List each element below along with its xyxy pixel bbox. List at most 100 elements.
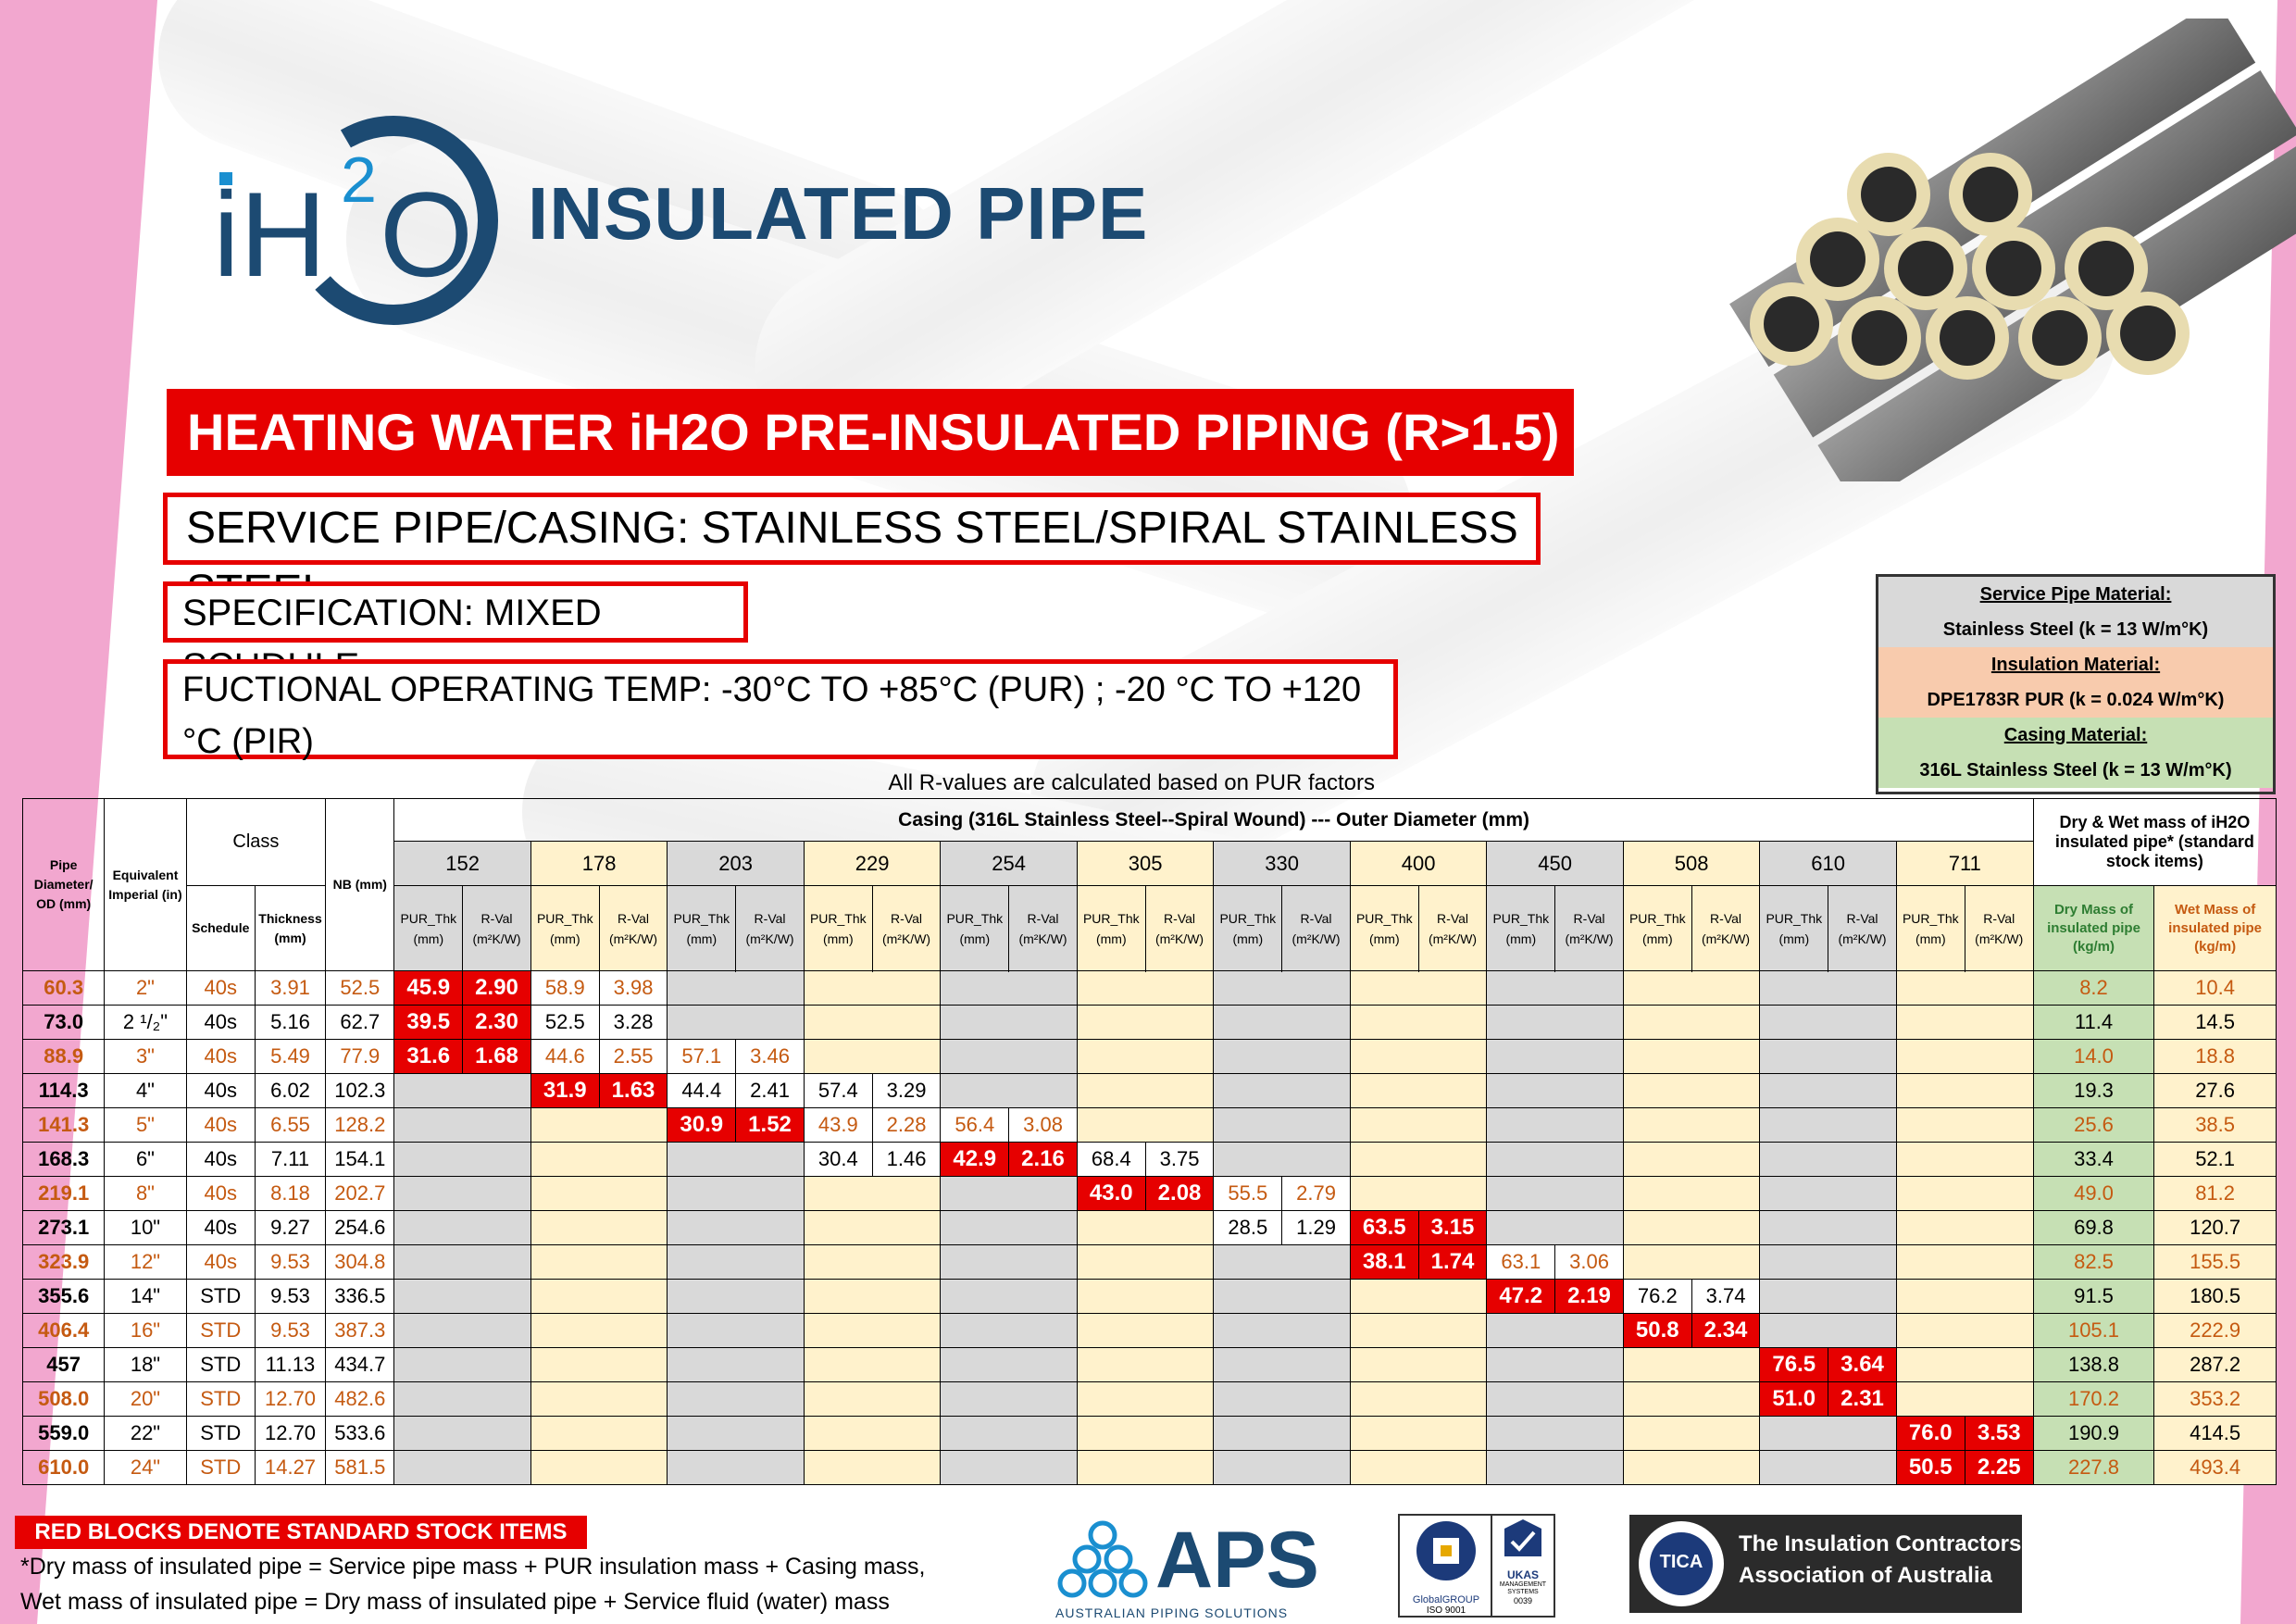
empty-cell xyxy=(1213,1381,1282,1417)
empty-cell xyxy=(1349,1279,1419,1314)
empty-cell xyxy=(462,1450,531,1485)
nb-cell: 202.7 xyxy=(325,1176,395,1211)
pur-thickness-header: PUR_Thk (mm) xyxy=(1213,885,1283,971)
empty-cell xyxy=(462,1416,531,1451)
empty-cell xyxy=(803,1176,873,1211)
empty-cell xyxy=(1895,1107,1965,1143)
empty-cell xyxy=(1008,1279,1078,1314)
pipe-od-cell: 559.0 xyxy=(21,1416,106,1451)
pur-thickness-header: PUR_Thk (mm) xyxy=(393,885,464,971)
r-value-header: R-Val (m²K/W) xyxy=(735,885,805,971)
table-row: 323.9 12" 40s 9.53 304.8 38.1 1.74 63.1 3.06 82.5… xyxy=(21,1244,2277,1280)
empty-cell xyxy=(393,1450,463,1485)
empty-cell xyxy=(667,1176,736,1211)
r-value-cell: 3.08 xyxy=(1008,1107,1078,1143)
dry-mass-cell: 170.2 xyxy=(2032,1381,2155,1417)
dry-mass-cell: 11.4 xyxy=(2032,1005,2155,1040)
empty-cell xyxy=(1759,1210,1828,1245)
empty-cell xyxy=(1895,1347,1965,1382)
nb-cell: 482.6 xyxy=(325,1381,395,1417)
casing-material-heading: Casing Material: xyxy=(1878,718,2273,753)
empty-cell xyxy=(667,1450,736,1485)
empty-cell xyxy=(940,1416,1009,1451)
wet-mass-note: Wet mass of insulated pipe = Dry mass of… xyxy=(20,1589,890,1615)
dry-mass-cell: 14.0 xyxy=(2032,1039,2155,1074)
empty-cell xyxy=(1213,1005,1282,1040)
empty-cell xyxy=(940,1347,1009,1382)
dry-mass-cell: 91.5 xyxy=(2032,1279,2155,1314)
pur-thickness-cell: 30.4 xyxy=(803,1142,873,1177)
thickness-cell: 12.70 xyxy=(254,1381,327,1417)
empty-cell xyxy=(530,1381,600,1417)
empty-cell xyxy=(1554,1381,1624,1417)
pipe-od-cell: 114.3 xyxy=(21,1073,106,1108)
empty-cell xyxy=(1691,1416,1761,1451)
ukas-subtitle: MANAGEMENT SYSTEMS xyxy=(1499,1581,1547,1595)
empty-cell xyxy=(393,1313,463,1348)
empty-cell xyxy=(530,1244,600,1280)
empty-cell xyxy=(1418,1073,1488,1108)
red-blocks-note: RED BLOCKS DENOTE STANDARD STOCK ITEMS xyxy=(15,1516,587,1549)
pipe-od-cell: 457 xyxy=(21,1347,106,1382)
nb-cell: 154.1 xyxy=(325,1142,395,1177)
empty-cell xyxy=(599,1381,668,1417)
empty-cell xyxy=(872,1244,942,1280)
empty-cell xyxy=(803,1244,873,1280)
table-row: 406.4 16" STD 9.53 387.3 50.8 2.34 105.1 222.9 xyxy=(21,1313,2277,1348)
r-value-cell: 2.34 xyxy=(1691,1313,1761,1348)
empty-cell xyxy=(1145,1107,1215,1143)
pipe-od-cell: 273.1 xyxy=(21,1210,106,1245)
empty-cell xyxy=(1145,1347,1215,1382)
dry-mass-cell: 25.6 xyxy=(2032,1107,2155,1143)
thickness-cell: 3.91 xyxy=(254,970,327,1006)
wet-mass-cell: 52.1 xyxy=(2153,1142,2277,1177)
table-row: 457 18" STD 11.13 434.7 76.5 3.64 138.8 287.2 xyxy=(21,1347,2277,1382)
empty-cell xyxy=(1828,1073,1897,1108)
empty-cell xyxy=(1213,1450,1282,1485)
empty-cell xyxy=(1076,1279,1146,1314)
specification-box: SPECIFICATION: MIXED SCHDULE xyxy=(163,581,748,687)
empty-cell xyxy=(1895,1073,1965,1108)
pur-thickness-cell: 43.9 xyxy=(803,1107,873,1143)
empty-cell xyxy=(462,1142,531,1177)
header-thickness: Thickness (mm) xyxy=(254,885,327,971)
service-material-heading: Service Pipe Material: xyxy=(1878,577,2273,612)
dry-mass-cell: 105.1 xyxy=(2032,1313,2155,1348)
pur-thickness-header: PUR_Thk (mm) xyxy=(1486,885,1556,971)
pur-thickness-cell: 55.5 xyxy=(1213,1176,1283,1211)
empty-cell xyxy=(1008,1176,1078,1211)
r-value-header: R-Val (m²K/W) xyxy=(1691,885,1761,971)
empty-cell xyxy=(1622,1450,1692,1485)
empty-cell xyxy=(1759,1416,1828,1451)
empty-cell xyxy=(1076,1416,1146,1451)
empty-cell xyxy=(1622,1005,1692,1040)
empty-cell xyxy=(940,1005,1009,1040)
empty-cell xyxy=(393,1142,463,1177)
empty-cell xyxy=(803,1416,873,1451)
pur-thickness-cell: 58.9 xyxy=(530,970,600,1006)
service-pipe-box: SERVICE PIPE/CASING: STAINLESS STEEL/SPI… xyxy=(163,493,1541,616)
empty-cell xyxy=(1759,1073,1828,1108)
empty-cell xyxy=(1486,1176,1555,1211)
wet-mass-cell: 27.6 xyxy=(2153,1073,2277,1108)
insulation-material-heading: Insulation Material: xyxy=(1878,647,2273,682)
r-value-cell: 2.08 xyxy=(1144,1176,1215,1211)
schedule-cell: 40s xyxy=(185,1107,256,1143)
pur-thickness-cell: 63.1 xyxy=(1486,1244,1556,1280)
empty-cell xyxy=(1554,1416,1624,1451)
empty-cell xyxy=(1213,1073,1282,1108)
empty-cell xyxy=(872,1450,942,1485)
empty-cell xyxy=(1965,1039,2034,1074)
pur-thickness-cell: 47.2 xyxy=(1486,1279,1556,1314)
svg-text:2: 2 xyxy=(341,144,377,216)
empty-cell xyxy=(1349,1347,1419,1382)
empty-cell xyxy=(735,1347,805,1382)
thickness-cell: 5.49 xyxy=(254,1039,327,1074)
wet-mass-cell: 414.5 xyxy=(2153,1416,2277,1451)
main-heading-banner: HEATING WATER iH2O PRE-INSULATED PIPING … xyxy=(167,389,1574,476)
r-value-cell: 1.52 xyxy=(735,1107,805,1143)
empty-cell xyxy=(1965,1244,2034,1280)
empty-cell xyxy=(735,1244,805,1280)
empty-cell xyxy=(872,1176,942,1211)
schedule-cell: STD xyxy=(185,1313,256,1348)
